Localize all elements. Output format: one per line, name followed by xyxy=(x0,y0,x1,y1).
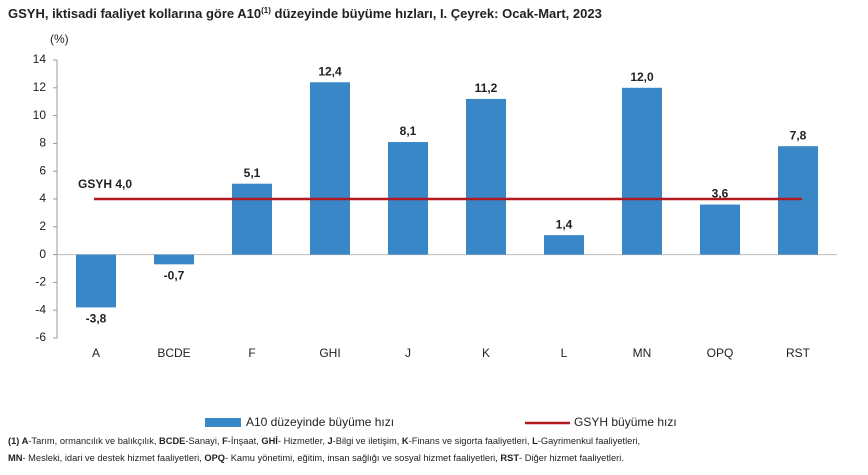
x-tick-label: MN xyxy=(633,346,652,360)
bar xyxy=(232,183,272,255)
footnote-part: BCDE xyxy=(159,436,185,446)
x-tick-label: RST xyxy=(786,346,811,360)
x-tick-label: F xyxy=(248,346,255,360)
y-tick-label: 14 xyxy=(33,52,47,66)
x-tick-label: BCDE xyxy=(157,346,190,360)
title-sup: (1) xyxy=(261,6,271,15)
footnote-part: - Diğer hizmet faaliyetleri. xyxy=(519,453,624,463)
footnote-part: -Sanayi, xyxy=(185,436,222,446)
x-tick-label: J xyxy=(405,346,411,360)
bar xyxy=(544,235,584,255)
y-tick-label: 6 xyxy=(39,163,46,177)
footnote-part: -Gayrimenkul faaliyetleri, xyxy=(538,436,640,446)
y-axis-label: (%) xyxy=(50,32,69,46)
y-tick-label: -6 xyxy=(35,330,46,344)
title-rest: düzeyinde büyüme hızları, I. Çeyrek: Oca… xyxy=(271,6,602,21)
legend-label: A10 düzeyinde büyüme hızı xyxy=(246,415,394,429)
y-tick-label: 8 xyxy=(39,136,46,150)
legend-swatch xyxy=(205,418,241,427)
bar xyxy=(778,146,818,255)
footnote-part: (1) A xyxy=(8,436,29,446)
footnote-part: OPQ xyxy=(204,453,225,463)
footnote-part: -Finans ve sigorta faaliyetleri, xyxy=(409,436,533,446)
value-label: 12,4 xyxy=(318,64,342,78)
value-label: 3,6 xyxy=(712,187,729,201)
footnote-part: J xyxy=(327,436,332,446)
x-tick-label: L xyxy=(561,346,568,360)
footnote-part: MN xyxy=(8,453,23,463)
legend-label: GSYH büyüme hızı xyxy=(574,415,677,429)
value-label: 5,1 xyxy=(244,166,261,180)
footnote-part: -Tarım, ormancılık ve balıkçılık, xyxy=(28,436,159,446)
x-tick-label: OPQ xyxy=(707,346,734,360)
bar xyxy=(154,254,194,265)
y-tick-label: 4 xyxy=(39,191,46,205)
bar xyxy=(76,254,116,308)
reference-label: GSYH 4,0 xyxy=(78,177,132,191)
footnote-part: L xyxy=(532,436,538,446)
footnote-part: - Hizmetler, xyxy=(278,436,328,446)
footnote-part: - Kamu yönetimi, eğitim, insan sağlığı v… xyxy=(225,453,500,463)
chart-title: GSYH, iktisadi faaliyet kollarına göre A… xyxy=(8,6,602,21)
footnote-part: GHİ xyxy=(261,436,278,446)
value-label: 1,4 xyxy=(556,217,573,231)
y-tick-label: 10 xyxy=(33,108,47,122)
footnote-part: F xyxy=(222,436,228,446)
footnote: (1) A-Tarım, ormancılık ve balıkçılık, B… xyxy=(8,436,640,446)
value-label: -0,7 xyxy=(164,269,185,283)
value-label: -3,8 xyxy=(86,312,107,326)
y-tick-label: 12 xyxy=(33,80,47,94)
footnote-part: -Bilgi ve iletişim, xyxy=(333,436,402,446)
value-label: 8,1 xyxy=(400,124,417,138)
bar xyxy=(622,87,662,255)
y-tick-label: 0 xyxy=(39,247,46,261)
footnote-part: - Mesleki, idari ve destek hizmet faaliy… xyxy=(22,453,204,463)
footnote-part: -İnşaat, xyxy=(228,436,262,446)
bar xyxy=(310,82,350,255)
x-tick-label: A xyxy=(92,346,100,360)
bar xyxy=(466,98,506,255)
bar xyxy=(700,204,740,255)
footnote: MN- Mesleki, idari ve destek hizmet faal… xyxy=(8,453,624,463)
footnote-part: K xyxy=(402,436,409,446)
footnote-part: RST xyxy=(500,453,519,463)
y-tick-label: -2 xyxy=(35,275,46,289)
value-label: 7,8 xyxy=(790,128,807,142)
value-label: 12,0 xyxy=(630,70,654,84)
title-main: GSYH, iktisadi faaliyet kollarına göre A… xyxy=(8,6,261,21)
x-tick-label: K xyxy=(482,346,490,360)
y-tick-label: 2 xyxy=(39,219,46,233)
y-tick-label: -4 xyxy=(35,302,46,316)
value-label: 11,2 xyxy=(475,81,498,95)
x-tick-label: GHI xyxy=(319,346,340,360)
